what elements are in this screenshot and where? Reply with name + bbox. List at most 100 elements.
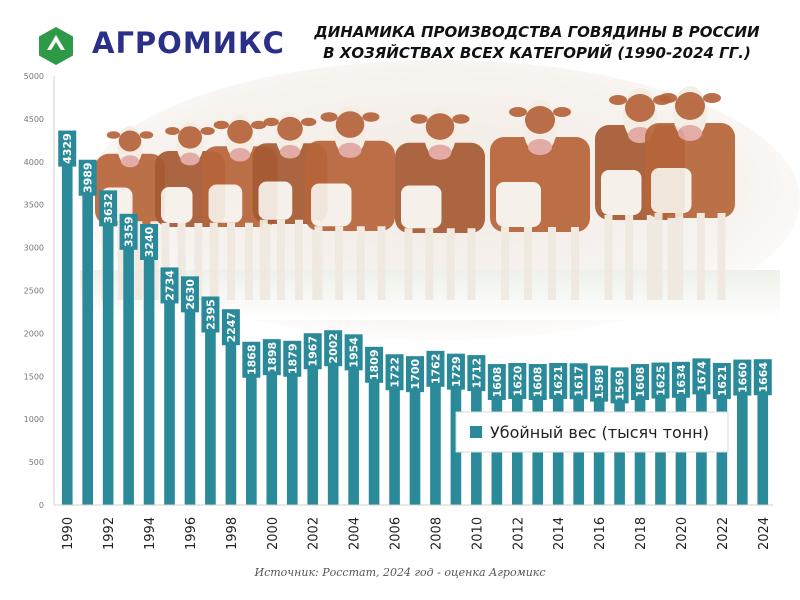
data-label: 1954	[344, 334, 363, 371]
x-tick-label: 2020	[675, 517, 690, 550]
data-label-box	[303, 333, 322, 370]
data-label-text: 1634	[675, 364, 688, 395]
chart-title: ДИНАМИКА ПРОИЗВОДСТВА ГОВЯДИНЫ В РОССИИ …	[292, 22, 782, 64]
data-label-box	[385, 354, 404, 391]
data-label: 1762	[426, 350, 445, 387]
data-label: 2630	[180, 276, 199, 313]
data-label: 2002	[324, 330, 343, 367]
x-tick-label: 1992	[102, 517, 117, 550]
x-tick-label: 2010	[470, 517, 485, 550]
y-tick-label: 5000	[24, 72, 44, 81]
chart-title-line-1: ДИНАМИКА ПРОИЗВОДСТВА ГОВЯДИНЫ В РОССИИ	[314, 23, 760, 41]
cow-figure	[395, 107, 485, 300]
y-tick-label: 4000	[24, 158, 44, 167]
y-tick-label: 1000	[24, 415, 44, 424]
bar	[225, 312, 237, 505]
data-label-text: 1608	[634, 367, 647, 398]
bar	[757, 362, 769, 505]
data-label-text: 1589	[593, 368, 606, 399]
data-label: 3632	[99, 190, 118, 227]
data-label-box	[406, 356, 424, 393]
x-tick-label: 2018	[634, 517, 649, 550]
legend-swatch	[470, 426, 482, 438]
legend-label: Убойный вес (тысяч тонн)	[490, 423, 709, 442]
data-label-text: 3359	[123, 216, 136, 247]
x-tick-label: 2022	[716, 517, 731, 550]
x-tick-label: 2006	[389, 517, 404, 550]
data-label-box	[610, 367, 629, 404]
data-label: 1712	[467, 355, 486, 392]
source-note: Источник: Росстат, 2024 год - оценка Агр…	[254, 566, 546, 579]
data-label-box	[631, 364, 650, 401]
data-label-box	[446, 353, 465, 390]
data-label-box	[344, 334, 363, 371]
data-label-box	[160, 267, 179, 304]
data-label-box	[569, 363, 588, 400]
data-label-box	[590, 365, 609, 402]
data-label-box	[262, 339, 281, 376]
x-tick-label: 2012	[511, 517, 526, 550]
x-tick-label: 2014	[552, 517, 567, 550]
data-label: 1608	[528, 364, 547, 401]
data-label: 1664	[753, 359, 772, 396]
bar	[205, 299, 216, 505]
data-label-text: 1621	[716, 366, 729, 397]
data-label-box	[58, 130, 77, 167]
data-label: 1868	[242, 341, 261, 378]
bar	[348, 337, 359, 505]
data-label: 1660	[733, 359, 752, 396]
data-label: 1634	[671, 361, 690, 398]
data-label: 2734	[160, 267, 179, 304]
data-label-box	[99, 190, 118, 227]
data-label-text: 1625	[654, 365, 667, 396]
data-label-text: 1660	[736, 362, 749, 393]
data-label-text: 1674	[695, 361, 708, 392]
data-label-text: 3240	[143, 226, 156, 257]
data-label: 1700	[406, 356, 424, 393]
bar	[164, 270, 175, 505]
cow-figure	[305, 105, 395, 300]
x-tick-label: 2004	[348, 517, 363, 550]
bar	[368, 349, 380, 505]
data-label: 1608	[487, 364, 506, 401]
data-label-text: 1879	[286, 343, 299, 374]
bar	[430, 353, 441, 505]
data-label-box	[426, 350, 445, 387]
green-hexagon-logo-icon	[39, 27, 73, 65]
data-label-text: 2630	[184, 279, 197, 310]
data-label-text: 3989	[82, 162, 95, 193]
x-tick-label: 1996	[184, 517, 199, 550]
bar	[246, 344, 257, 505]
data-label-box	[365, 346, 384, 383]
y-tick-label: 2000	[24, 329, 44, 338]
x-axis: 1990 1992 1994 1996 1998 2000 2002 2004 2006 2008…	[54, 504, 773, 550]
bar	[736, 362, 748, 505]
data-label-box	[712, 362, 731, 399]
bar	[327, 333, 339, 505]
data-label: 1809	[365, 346, 384, 383]
bar	[143, 227, 155, 505]
cow-figure	[490, 100, 590, 300]
y-tick-label: 0	[39, 501, 44, 510]
bar	[307, 336, 319, 505]
data-label-text: 2247	[225, 312, 238, 343]
data-label-text: 3632	[102, 193, 115, 224]
bar	[184, 279, 196, 505]
y-tick-label: 4500	[24, 115, 44, 124]
data-label: 1621	[549, 362, 568, 399]
data-label: 1589	[590, 365, 609, 402]
chart-title-line-2: В ХОЗЯЙСТВАХ ВСЕХ КАТЕГОРИЙ (1990-2024 Г…	[323, 44, 751, 62]
data-label-text: 1809	[368, 349, 381, 380]
data-label-text: 1722	[389, 357, 402, 388]
bar	[61, 133, 73, 506]
data-label-text: 1729	[450, 356, 463, 387]
data-label-text: 1712	[470, 358, 483, 389]
data-label-text: 1617	[573, 366, 586, 397]
x-tick-label: 2002	[307, 517, 322, 550]
data-label-text: 1608	[532, 367, 545, 398]
data-label: 4329	[58, 130, 77, 167]
data-label: 3359	[119, 213, 138, 250]
data-label-box	[671, 361, 690, 398]
data-label: 2395	[201, 296, 220, 333]
